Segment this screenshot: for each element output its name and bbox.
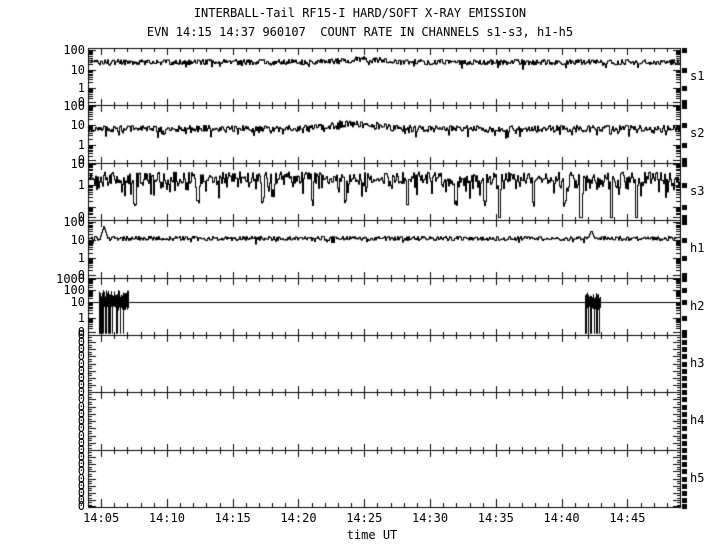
x-tick-label: 14:45 <box>609 511 646 525</box>
y-tick-label-h3: 0 <box>77 370 85 385</box>
y-tick-label-h5: 0 <box>77 471 85 486</box>
x-tick-label: 14:20 <box>280 511 317 525</box>
y-tick-label-h5: 0 <box>77 492 85 507</box>
y-tick-label-h2: 0 <box>77 325 85 340</box>
y-tick-label-h1: 0 <box>77 268 85 283</box>
y-tick-label-s2: 1 <box>77 138 85 153</box>
y-tick-label-h2: 10 <box>70 294 85 309</box>
y-tick-label-h2: 1 <box>77 310 85 325</box>
y-tick-label-s1: 1 <box>77 80 85 95</box>
y-tick-label-s2: 100 <box>63 99 85 114</box>
panel-label-h4: h4 <box>690 413 705 427</box>
x-tick-label: 14:40 <box>543 511 580 525</box>
y-tick-label-h4: 0 <box>77 399 85 414</box>
panel-label-s2: s2 <box>690 126 705 140</box>
x-tick-label: 14:15 <box>214 511 251 525</box>
y-tick-label-h1: 1 <box>77 251 85 266</box>
y-tick-label-h1: 10 <box>70 232 85 247</box>
chart-subtitle: EVN 14:15 14:37 960107 COUNT RATE IN CHA… <box>146 25 574 39</box>
x-tick-label: 14:10 <box>148 511 185 525</box>
x-tick-label: 14:35 <box>477 511 514 525</box>
y-tick-label-h3: 0 <box>77 335 85 350</box>
chart-title: INTERBALL-Tail RF15-I HARD/SOFT X-RAY EM… <box>193 6 527 20</box>
x-axis-title: time UT <box>346 528 398 542</box>
panel-label-h1: h1 <box>690 241 705 255</box>
y-tick-label-s3: 1 <box>77 178 85 193</box>
y-tick-label-h1: 100 <box>63 214 85 229</box>
y-tick-label-h4: 0 <box>77 414 85 428</box>
y-tick-label-h5: 0 <box>77 443 85 457</box>
x-tick-label: 14:05 <box>83 511 120 525</box>
y-tick-label-h4: 0 <box>77 435 85 450</box>
y-tick-label-h3: 0 <box>77 328 85 342</box>
panel-label-s1: s1 <box>690 68 705 83</box>
y-tick-label-h3: 0 <box>77 342 85 357</box>
y-tick-label-h4: 0 <box>77 406 85 421</box>
y-tick-label-h2: 100 <box>63 282 85 297</box>
y-tick-label-h4: 0 <box>77 421 85 436</box>
x-tick-label: 14:30 <box>411 511 449 525</box>
panel-label-h5: h5 <box>690 470 705 485</box>
y-tick-label-h4: 0 <box>77 385 85 399</box>
y-tick-label-h5: 0 <box>77 457 85 472</box>
y-tick-label-s2: 10 <box>70 117 85 132</box>
y-tick-label-h5: 0 <box>77 464 85 479</box>
y-tick-label-s1: 10 <box>70 62 85 77</box>
y-tick-label-h3: 0 <box>77 377 85 392</box>
y-tick-label-h3: 0 <box>77 363 85 378</box>
y-tick-label-h4: 0 <box>77 392 85 407</box>
panel-label-h2: h2 <box>690 298 705 313</box>
y-tick-label-h5: 0 <box>77 450 85 465</box>
y-tick-label-s2: 0 <box>77 153 85 168</box>
y-tick-label-h4: 0 <box>77 428 85 443</box>
y-tick-label-s1: 100 <box>63 42 85 57</box>
y-tick-label-s1: 0 <box>77 95 85 110</box>
x-tick-label: 14:25 <box>346 511 383 525</box>
y-tick-label-h3: 0 <box>77 356 85 371</box>
y-tick-label-h5: 0 <box>77 485 85 500</box>
y-tick-label-h3: 0 <box>77 349 85 364</box>
y-tick-label-h5: 0 <box>77 499 85 514</box>
y-tick-label-s3: 0 <box>77 210 85 225</box>
y-tick-label-h2: 1000 <box>56 271 85 286</box>
y-tick-label-h5: 0 <box>77 478 85 493</box>
panel-label-s3: s3 <box>690 183 705 198</box>
panel-label-h3: h3 <box>690 355 705 370</box>
y-tick-label-s3: 10 <box>70 157 85 172</box>
